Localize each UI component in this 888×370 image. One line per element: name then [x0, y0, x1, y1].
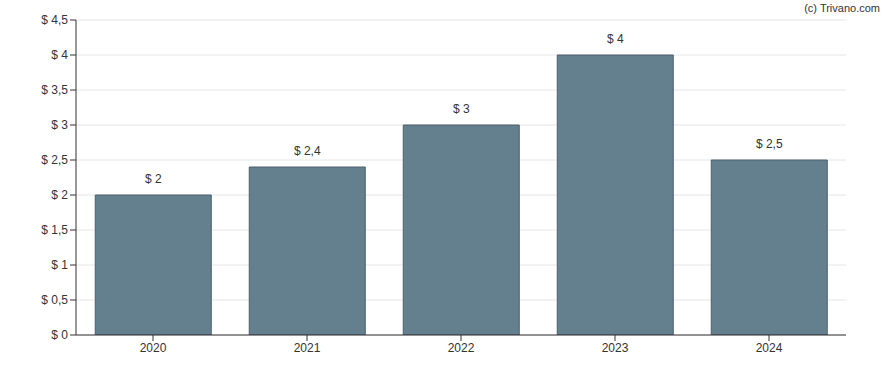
html-text:(c) Trivano.com: (c) Trivano.com [804, 2, 880, 14]
svg-text:$ 2: $ 2 [51, 188, 68, 202]
svg-text:2020: 2020 [140, 341, 167, 355]
svg-text:$ 0,5: $ 0,5 [41, 293, 68, 307]
svg-text:$ 2,5: $ 2,5 [756, 137, 783, 151]
svg-text:$ 4: $ 4 [607, 32, 624, 46]
svg-text:2024: 2024 [756, 341, 783, 355]
svg-text:$ 1,5: $ 1,5 [41, 223, 68, 237]
svg-text:$ 4: $ 4 [51, 48, 68, 62]
svg-text:2021: 2021 [294, 341, 321, 355]
svg-text:$ 3,5: $ 3,5 [41, 83, 68, 97]
svg-text:$ 2,5: $ 2,5 [41, 153, 68, 167]
svg-text:$ 0: $ 0 [51, 328, 68, 342]
svg-text:2023: 2023 [602, 341, 629, 355]
svg-text:$ 4,5: $ 4,5 [41, 13, 68, 27]
svg-text:$ 2: $ 2 [145, 172, 162, 186]
svg-text:$ 1: $ 1 [51, 258, 68, 272]
svg-text:$ 3: $ 3 [453, 102, 470, 116]
svg-text:2022: 2022 [448, 341, 475, 355]
svg-text:$ 2,4: $ 2,4 [294, 144, 321, 158]
svg-text:$ 3: $ 3 [51, 118, 68, 132]
